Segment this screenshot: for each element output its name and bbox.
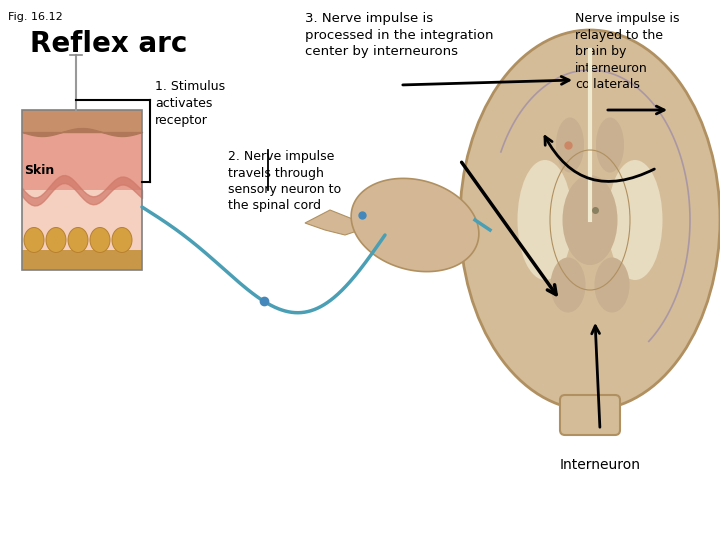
Ellipse shape — [562, 175, 618, 265]
Text: Fig. 16.12: Fig. 16.12 — [8, 12, 63, 22]
FancyBboxPatch shape — [560, 395, 620, 435]
Bar — [22, 190, 142, 250]
Bar — [22, 132, 142, 190]
Bar — [22, 110, 142, 270]
Ellipse shape — [551, 258, 585, 313]
Bar — [22, 110, 142, 132]
Ellipse shape — [46, 227, 66, 253]
Text: Skin: Skin — [24, 164, 54, 177]
Ellipse shape — [68, 227, 88, 253]
Text: Nerve impulse is
relayed to the
brain by
interneuron
collaterals: Nerve impulse is relayed to the brain by… — [575, 12, 680, 91]
Ellipse shape — [24, 227, 44, 253]
Ellipse shape — [596, 118, 624, 172]
Ellipse shape — [556, 118, 584, 172]
Text: 2. Nerve impulse
travels through
sensory neuron to
the spinal cord: 2. Nerve impulse travels through sensory… — [228, 150, 341, 213]
Polygon shape — [351, 178, 479, 272]
Text: 3. Nerve impulse is
processed in the integration
center by interneurons: 3. Nerve impulse is processed in the int… — [305, 12, 493, 58]
Ellipse shape — [460, 30, 720, 410]
Ellipse shape — [518, 160, 572, 280]
Ellipse shape — [595, 258, 629, 313]
Ellipse shape — [90, 227, 110, 253]
Ellipse shape — [608, 160, 662, 280]
Bar — [22, 250, 142, 270]
Text: Interneuron: Interneuron — [559, 458, 641, 472]
Text: Reflex arc: Reflex arc — [30, 30, 187, 58]
Polygon shape — [305, 210, 360, 235]
Text: 1. Stimulus
activates
receptor: 1. Stimulus activates receptor — [155, 80, 225, 127]
Ellipse shape — [112, 227, 132, 253]
